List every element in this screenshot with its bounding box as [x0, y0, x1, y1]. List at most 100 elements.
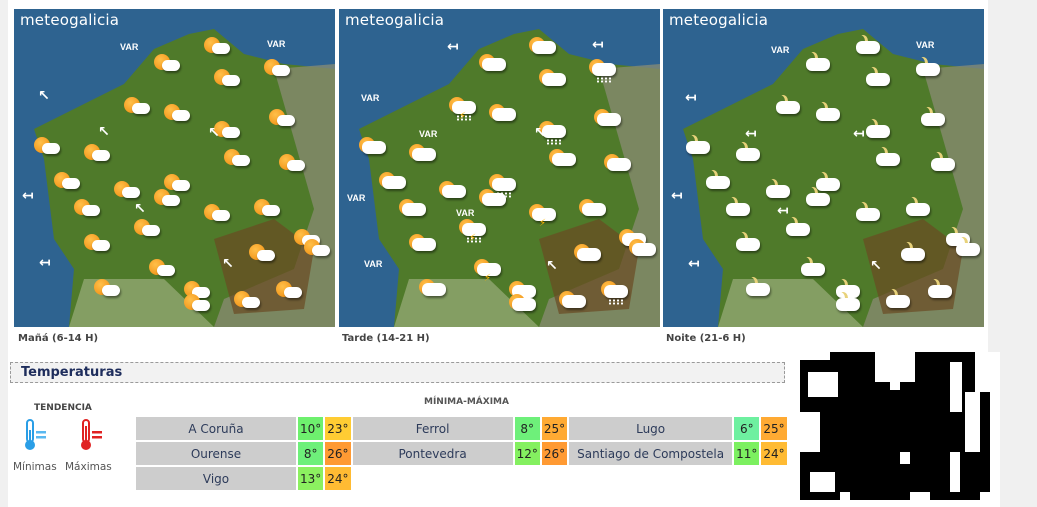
wind-arrow-icon: ↤: [22, 188, 34, 204]
min-temp: 8°: [298, 442, 324, 465]
max-temp: 23°: [325, 417, 351, 440]
moon-cloud-icon: [743, 279, 770, 301]
sun-cloud-icon: [559, 291, 586, 313]
map-night[interactable]: meteogalicia VAR VAR ↤ ↤ ↤ ↤ ↤ ↤ ↖: [663, 9, 984, 327]
sun-cloud-icon: [574, 244, 601, 266]
city-name: Lugo: [569, 417, 733, 440]
wind-arrow-icon: ↤: [592, 37, 604, 53]
wind-arrow-icon: ↖: [134, 201, 146, 217]
sun-cloud-icon: [204, 37, 230, 59]
map-caption-night: Noite (21-6 H): [666, 333, 746, 344]
sun-cloud-icon: [184, 281, 210, 303]
sun-cloud-icon: [114, 181, 140, 203]
sun-cloud-icon: [254, 199, 280, 221]
empty-cell: [353, 467, 787, 490]
section-title: Temperaturas: [21, 365, 123, 380]
wind-arrow-icon: ↤: [853, 126, 865, 142]
variable-wind-label: VAR: [364, 259, 383, 269]
sun-cloud-icon: [479, 189, 506, 211]
moon-cloud-icon: [813, 174, 840, 196]
max-temp: 24°: [325, 467, 351, 490]
city-name: Ferrol: [352, 417, 513, 440]
meteogalicia-logo: meteogalicia: [20, 11, 120, 29]
wind-arrow-icon: ↤: [447, 39, 459, 55]
wind-arrow-icon: ↖: [546, 258, 558, 274]
min-temp: 11°: [734, 442, 760, 465]
moon-cloud-icon: [943, 229, 970, 251]
thermometer-max-icon: [81, 419, 102, 450]
sun-cloud-icon: [214, 121, 240, 143]
map-morning[interactable]: meteogalicia VAR VAR ↖ ↖ ↖ ↤ ↖ ↤ ↖: [14, 9, 335, 327]
city-name: Santiago de Compostela: [569, 442, 733, 465]
sun-cloud-icon: [409, 144, 436, 166]
sun-cloud-icon: [479, 54, 506, 76]
moon-cloud-icon: [798, 259, 825, 281]
sun-cloud-icon: [154, 189, 180, 211]
sun-cloud-rain-icon: ⚡: [459, 219, 486, 244]
sun-cloud-icon: [489, 104, 516, 126]
wind-arrow-icon: ↤: [688, 256, 700, 272]
sun-cloud-icon: [269, 109, 295, 131]
table-row: A Coruña 10° 23° Ferrol 8° 25° Lugo 6° 2…: [136, 417, 787, 440]
city-name: Ourense: [136, 442, 296, 465]
moon-cloud-icon: [773, 97, 800, 119]
wind-arrow-icon: ↖: [222, 256, 234, 272]
sun-cloud-icon: [604, 154, 631, 176]
sun-cloud-rain-icon: ⚡: [449, 97, 476, 122]
moon-cloud-icon: [733, 144, 760, 166]
moon-cloud-icon: [813, 104, 840, 126]
sun-cloud-icon: [439, 181, 466, 203]
moon-cloud-icon: [925, 281, 952, 303]
min-temp: 6°: [734, 417, 760, 440]
wind-arrow-icon: ↖: [38, 88, 50, 104]
moon-cloud-icon: [783, 219, 810, 241]
wind-arrow-icon: ↖: [870, 258, 882, 274]
sun-cloud-icon: [234, 291, 260, 313]
moon-cloud-icon: [683, 137, 710, 159]
sun-cloud-icon: [94, 279, 120, 301]
moon-cloud-icon: [803, 189, 830, 211]
map-afternoon[interactable]: meteogalicia ⚡ ⚡ ⚡ ⚡ VAR VAR VAR VAR VAR ↤ ↤ ↖ ↖: [339, 9, 660, 327]
sun-cloud-icon: [34, 137, 60, 159]
variable-wind-label: VAR: [347, 193, 366, 203]
max-temp: 24°: [761, 442, 787, 465]
moon-cloud-icon: [928, 154, 955, 176]
moon-cloud-icon: [703, 172, 730, 194]
moon-cloud-icon: [903, 199, 930, 221]
minmax-title: MÍNIMA-MÁXIMA: [424, 397, 509, 407]
moon-cloud-icon: [953, 239, 980, 261]
temperatures-section-header: Temperaturas: [10, 362, 785, 383]
wind-arrow-icon: ↤: [777, 203, 789, 219]
sun-cloud-icon: ⚡: [529, 204, 556, 229]
sun-cloud-icon: [184, 294, 210, 316]
sun-cloud-icon: [264, 59, 290, 81]
maximas-label: Máximas: [65, 461, 112, 473]
moon-cloud-icon: [723, 199, 750, 221]
variable-wind-label: VAR: [916, 40, 935, 50]
city-name: A Coruña: [136, 417, 296, 440]
variable-wind-label: VAR: [419, 129, 438, 139]
sun-cloud-icon: [249, 244, 275, 266]
min-temp: 10°: [298, 417, 324, 440]
variable-wind-label: VAR: [361, 93, 380, 103]
sun-cloud-icon: [204, 204, 230, 226]
map-caption-morning: Mañá (6-14 H): [18, 333, 99, 344]
variable-wind-label: VAR: [267, 39, 286, 49]
wind-arrow-icon: ↖: [98, 124, 110, 140]
tendencia-title: TENDENCIA: [34, 403, 92, 413]
city-name: Pontevedra: [352, 442, 513, 465]
sun-cloud-icon: [399, 199, 426, 221]
sun-cloud-rain-icon: [539, 121, 566, 145]
moon-cloud-icon: [863, 69, 890, 91]
sun-cloud-icon: [134, 219, 160, 241]
min-temp: 12°: [514, 442, 540, 465]
max-temp: 25°: [761, 417, 787, 440]
sun-cloud-icon: [154, 54, 180, 76]
meteogalicia-logo: meteogalicia: [345, 11, 445, 29]
max-temp: 26°: [541, 442, 568, 465]
sun-cloud-icon: [164, 174, 190, 196]
sun-cloud-icon: [304, 239, 330, 261]
wind-arrow-icon: ↤: [39, 255, 51, 271]
moon-cloud-icon: [733, 234, 760, 256]
sun-cloud-icon: ⚡: [474, 259, 501, 284]
